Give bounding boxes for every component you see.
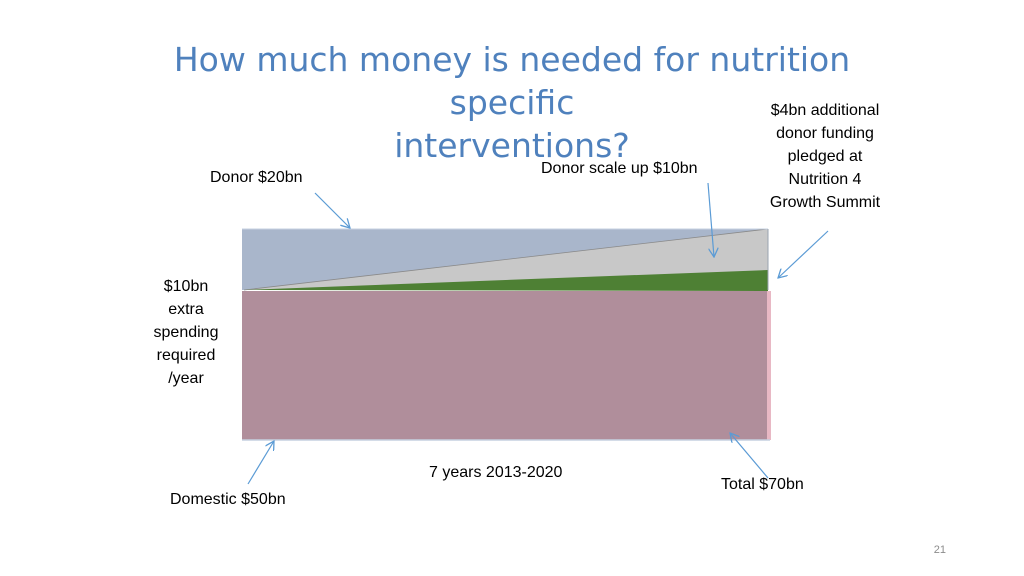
pledge-arrow xyxy=(778,230,829,278)
pledge-wedge xyxy=(244,270,768,291)
total-arrow xyxy=(730,433,769,479)
scale-up-edge xyxy=(243,228,769,291)
extra-spending-label: $10bn extra spending required /year xyxy=(140,275,232,390)
total-label: Total $70bn xyxy=(721,476,804,493)
donor-arrow xyxy=(314,192,350,228)
additional-pledge-line: $4bn additional xyxy=(770,102,880,119)
title-line-2: interventions? xyxy=(394,126,630,165)
slide-title: How much money is needed for nutrition s… xyxy=(112,38,912,167)
domestic-label: Domestic $50bn xyxy=(170,491,286,508)
page-number: 21 xyxy=(933,544,946,556)
extra-spending-line: /year xyxy=(168,370,204,387)
additional-pledge-line: pledged at xyxy=(787,148,863,165)
donor-scale-up-label: Donor scale up $10bn xyxy=(541,160,698,177)
donor-label: Donor $20bn xyxy=(210,169,303,186)
extra-spending-line: $10bn xyxy=(163,278,209,295)
additional-pledge-line: Nutrition 4 xyxy=(788,171,862,188)
additional-pledge-line: donor funding xyxy=(776,125,874,142)
extra-spending-line: extra xyxy=(168,301,204,318)
years-label: 7 years 2013-2020 xyxy=(429,464,563,481)
domestic-arrow xyxy=(247,441,274,485)
extra-spending-line: spending xyxy=(153,324,219,341)
extra-spending-line: required xyxy=(156,347,216,364)
domestic-block-edge xyxy=(767,291,771,440)
additional-pledge-line: Growth Summit xyxy=(769,194,881,211)
additional-pledge-label: $4bn additional donor funding pledged at… xyxy=(754,99,896,214)
title-line-1: How much money is needed for nutrition s… xyxy=(173,40,851,122)
scale-up-arrow xyxy=(707,182,714,257)
domestic-block xyxy=(242,291,768,440)
